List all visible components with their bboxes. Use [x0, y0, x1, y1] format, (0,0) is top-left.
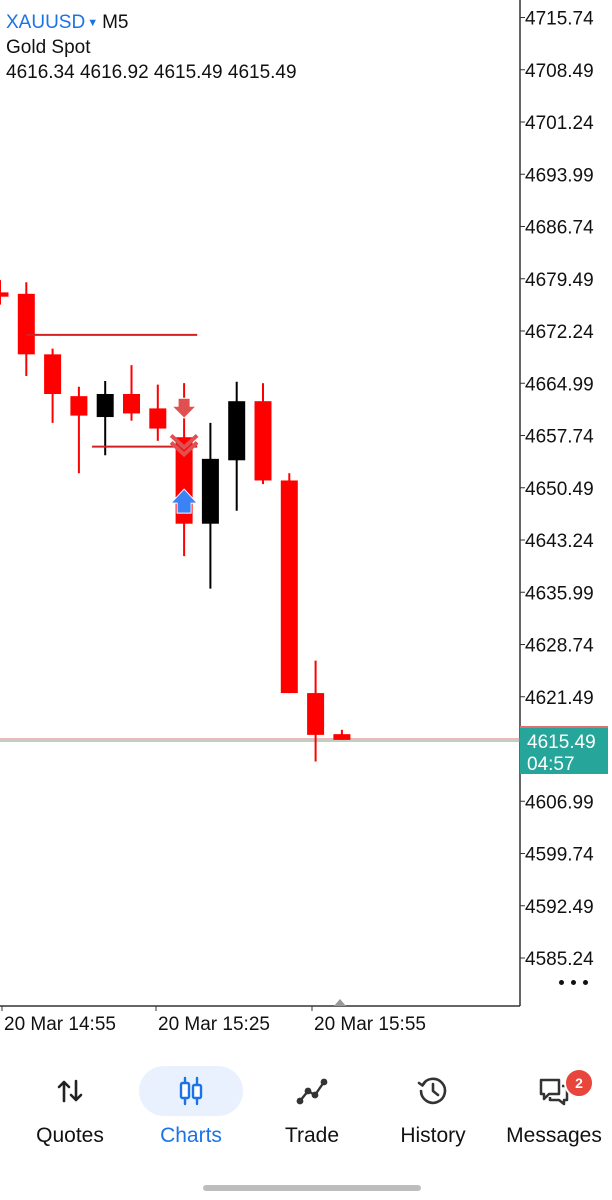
timeframe-label[interactable]: M5: [102, 12, 129, 33]
bullish-candle: [201, 458, 219, 524]
price-chart[interactable]: 4715.74 4708.49 4701.24 4693.99 4686.74 4679.…: [0, 0, 612, 1040]
close-chevron-icon: [169, 440, 199, 458]
nav-label-quotes: Quotes: [36, 1124, 104, 1147]
candlestick-icon: [179, 1076, 203, 1106]
bearish-candle: [17, 293, 35, 355]
symbol-name[interactable]: XAUUSD: [6, 12, 86, 33]
nav-icon-container: [18, 1066, 122, 1116]
nav-icon-container: [139, 1066, 243, 1116]
price-tick-label: 4679.49: [525, 270, 594, 291]
unread-badge: 2: [564, 1068, 594, 1098]
price-tick-label: 4693.99: [525, 165, 594, 186]
bearish-candle: [149, 408, 167, 429]
price-tick-label: 4664.99: [525, 374, 594, 395]
bearish-candle: [0, 292, 9, 297]
sell-arrow-icon: [170, 397, 198, 419]
price-tick-label: 4621.49: [525, 688, 594, 709]
nav-quotes[interactable]: Quotes: [10, 1058, 130, 1158]
price-tick-label: 4650.49: [525, 479, 594, 500]
bar-countdown-label: 04:57: [527, 754, 575, 775]
bullish-candle: [228, 401, 246, 461]
bottom-navigation: Quotes Charts Trade: [0, 1058, 612, 1158]
home-indicator[interactable]: [203, 1185, 421, 1191]
bearish-candle: [123, 393, 140, 414]
price-tick-label: 4592.49: [525, 897, 594, 918]
nav-icon-container: [260, 1066, 364, 1116]
trade-line-icon: [296, 1078, 328, 1105]
bearish-candle: [44, 354, 62, 394]
price-tick-label: 4628.74: [525, 636, 594, 657]
current-price-badge: [520, 727, 608, 774]
price-tick-label: 4635.99: [525, 583, 594, 604]
price-tick-label: 4715.74: [525, 9, 594, 30]
bearish-candle: [70, 396, 88, 416]
nav-messages[interactable]: 2 Messages: [494, 1058, 612, 1158]
current-price-label: 4615.49: [527, 732, 596, 753]
time-axis-label: 20 Mar 15:55: [314, 1014, 426, 1035]
time-cursor-marker: [334, 999, 346, 1006]
bearish-candle: [333, 734, 351, 740]
price-tick-label: 4585.24: [525, 949, 594, 970]
time-axis-label: 20 Mar 15:25: [158, 1014, 270, 1035]
symbol-selector[interactable]: XAUUSD ▼ M5: [6, 11, 128, 35]
more-dots-icon[interactable]: [556, 970, 592, 994]
price-tick-label: 4701.24: [525, 113, 594, 134]
nav-history[interactable]: History: [373, 1058, 493, 1158]
price-tick-label: 4599.74: [525, 845, 594, 866]
caret-down-icon[interactable]: ▼: [87, 17, 99, 29]
price-tick-label: 4672.24: [525, 322, 594, 343]
symbol-description: Gold Spot: [6, 37, 91, 58]
nav-label-history: History: [400, 1124, 466, 1147]
price-tick-label: 4643.24: [525, 531, 594, 552]
price-tick-label: 4657.74: [525, 427, 594, 448]
nav-charts[interactable]: Charts: [131, 1058, 251, 1158]
nav-icon-container: [381, 1066, 485, 1116]
bearish-candle: [254, 401, 272, 481]
nav-trade[interactable]: Trade: [252, 1058, 372, 1158]
buy-arrow-icon: [169, 488, 199, 514]
nav-label-charts: Charts: [160, 1124, 222, 1147]
bearish-candle: [280, 480, 298, 694]
bullish-candle: [96, 393, 114, 418]
close-chevron-icon: [169, 433, 199, 451]
price-tick-label: 4686.74: [525, 218, 594, 239]
chart-area[interactable]: 4715.74 4708.49 4701.24 4693.99 4686.74 4679.…: [0, 0, 612, 1040]
time-axis-label: 20 Mar 14:55: [4, 1014, 116, 1035]
price-tick-label: 4708.49: [525, 61, 594, 82]
ohlc-values: 4616.34 4616.92 4615.49 4615.49: [6, 62, 297, 83]
price-tick-label: 4606.99: [525, 792, 594, 813]
quotes-arrows-icon: [57, 1079, 83, 1103]
nav-label-trade: Trade: [284, 1124, 340, 1147]
history-clock-icon: [417, 1077, 447, 1105]
bearish-candle: [307, 693, 325, 735]
nav-label-messages: Messages: [506, 1124, 602, 1147]
